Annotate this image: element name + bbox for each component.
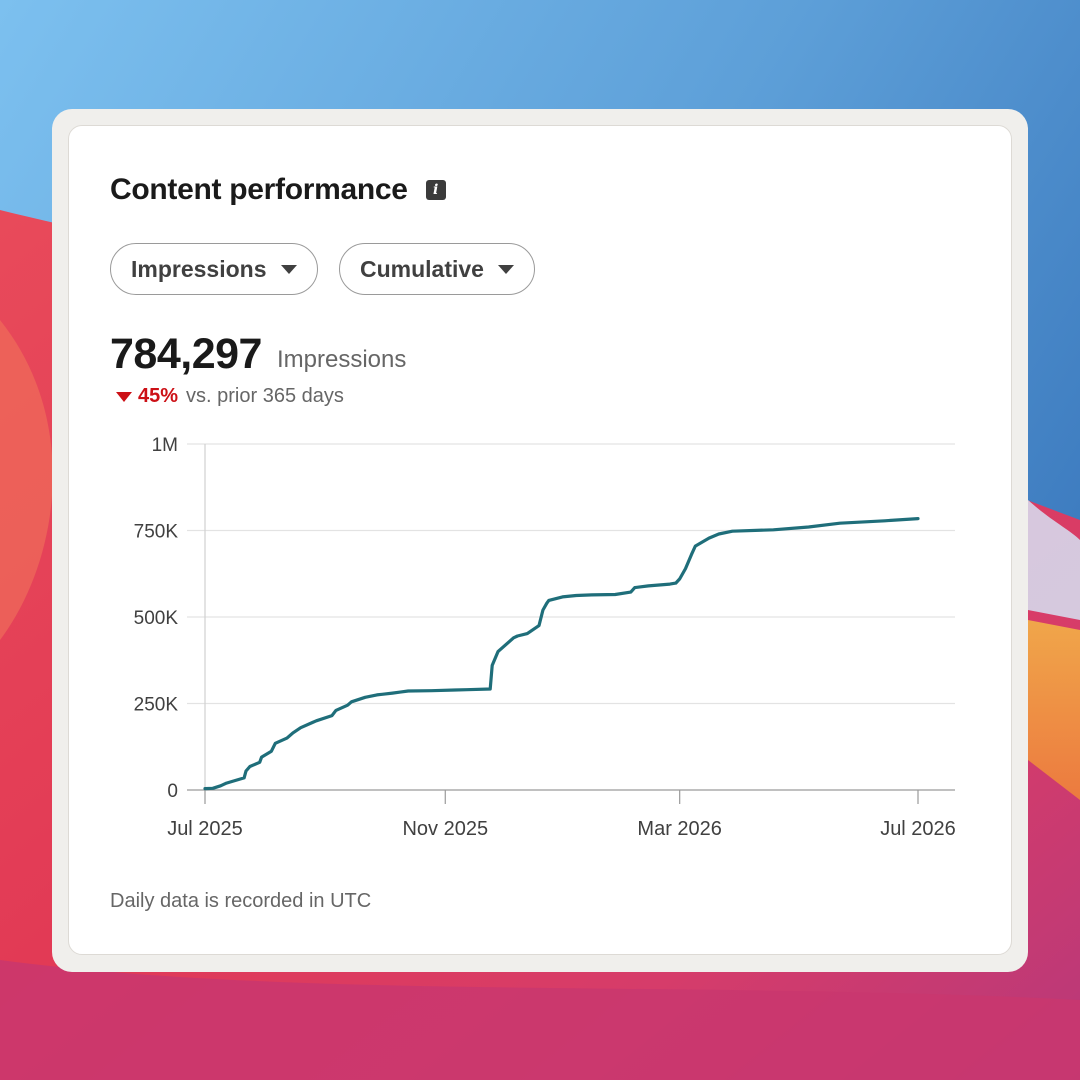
change-percent: 45% — [138, 385, 179, 407]
mode-dropdown[interactable]: Cumulative — [339, 243, 535, 295]
mode-dropdown-label: Cumulative — [360, 255, 484, 282]
chevron-down-icon — [280, 264, 297, 274]
total-impressions-label: Impressions — [277, 346, 407, 373]
metric-dropdown[interactable]: Impressions — [110, 243, 318, 295]
trend-down-icon — [116, 391, 132, 402]
total-impressions-value: 784,297 — [110, 330, 262, 378]
chevron-down-icon — [497, 264, 514, 274]
card-title: Content performance — [110, 173, 408, 206]
info-icon[interactable]: i — [425, 180, 446, 200]
metric-dropdown-label: Impressions — [131, 255, 267, 282]
footnote: Daily data is recorded in UTC — [110, 890, 372, 912]
change-comparison-text: vs. prior 365 days — [186, 385, 344, 407]
change-indicator: 45% vs. prior 365 days — [116, 385, 344, 408]
card-header: Content performance i — [110, 170, 446, 210]
